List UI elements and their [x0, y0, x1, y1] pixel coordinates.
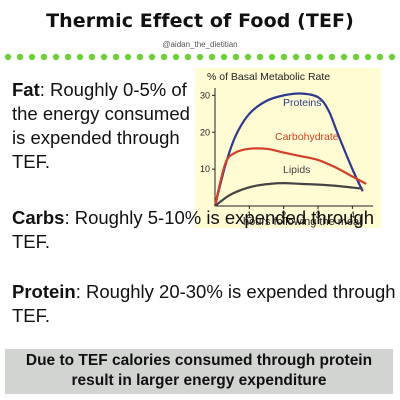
divider-dot [40, 53, 48, 61]
divider-dot [244, 53, 252, 61]
divider-dot [52, 53, 60, 61]
divider-dot [376, 53, 384, 61]
page-title: Thermic Effect of Food (TEF) [46, 10, 354, 32]
protein-text: : Roughly 20-30% is expended through TEF… [12, 281, 396, 326]
divider-dot [100, 53, 108, 61]
tef-chart: % of Basal Metabolic Rate 10 20 30 1 2 3 4 Pro… [195, 68, 381, 228]
fat-label: Fat [12, 79, 40, 100]
divider-dot [220, 53, 228, 61]
divider-dot [232, 53, 240, 61]
series-line-lipids [214, 182, 363, 207]
series-label-lipids: Lipids [283, 164, 310, 176]
conclusion-banner: Due to TEF calories consumed through pro… [5, 349, 393, 394]
fat-text: : Roughly 0-5% of the energy consumed is… [12, 79, 190, 172]
series-label-proteins: Proteins [283, 97, 322, 109]
carbs-label: Carbs [12, 207, 65, 228]
protein-paragraph: Protein: Roughly 20-30% is expended thro… [12, 280, 397, 328]
x-tick-label: 3 [316, 210, 321, 220]
y-tick-label: 30 [200, 90, 210, 100]
divider-dot [124, 53, 132, 61]
x-tick-label: 4 [350, 210, 355, 220]
x-tick-label: 2 [281, 210, 286, 220]
series-line-proteins [213, 92, 364, 207]
y-tick-label: 10 [200, 164, 210, 174]
divider-dot [280, 53, 288, 61]
fat-paragraph: Fat: Roughly 0-5% of the energy consumed… [12, 78, 200, 174]
author-handle: @aidan_the_dietitian [162, 40, 238, 49]
banner-line-2: result in larger energy expenditure [71, 372, 327, 389]
divider-dot [160, 53, 168, 61]
divider-dot [268, 53, 276, 61]
divider-dot [28, 53, 36, 61]
divider-dot [88, 53, 96, 61]
divider-dot [304, 53, 312, 61]
divider-dot [148, 53, 156, 61]
banner-line-1: Due to TEF calories consumed through pro… [25, 352, 373, 369]
divider-dot [76, 53, 84, 61]
divider-dot [316, 53, 324, 61]
x-tick-label: 1 [247, 210, 252, 220]
series-line-carbohydrate [213, 147, 367, 207]
divider-dot [328, 53, 336, 61]
divider-dot [292, 53, 300, 61]
divider-dot [208, 53, 216, 61]
carbs-text: : Roughly 5-10% is expended through TEF. [12, 207, 375, 252]
x-axis-label: hours following the meal [243, 216, 362, 228]
chart-title: % of Basal Metabolic Rate [207, 71, 330, 83]
divider-dot [136, 53, 144, 61]
divider-dot [196, 53, 204, 61]
divider-dot [340, 53, 348, 61]
divider-dot [16, 53, 24, 61]
divider-dot [388, 53, 396, 61]
divider-dot [364, 53, 372, 61]
divider-dot [64, 53, 72, 61]
carbs-paragraph: Carbs: Roughly 5-10% is expended through… [12, 206, 392, 254]
series-label-carbohydrate: Carbohydrate [275, 131, 339, 143]
divider-dot [172, 53, 180, 61]
divider-dot [112, 53, 120, 61]
dotted-divider [4, 53, 396, 61]
divider-dot [256, 53, 264, 61]
divider-dot [184, 53, 192, 61]
divider-dot [352, 53, 360, 61]
protein-label: Protein [12, 281, 76, 302]
y-tick-label: 20 [200, 127, 210, 137]
divider-dot [4, 53, 12, 61]
tef-chart-svg: % of Basal Metabolic Rate 10 20 30 1 2 3 4 Pro… [200, 71, 373, 228]
